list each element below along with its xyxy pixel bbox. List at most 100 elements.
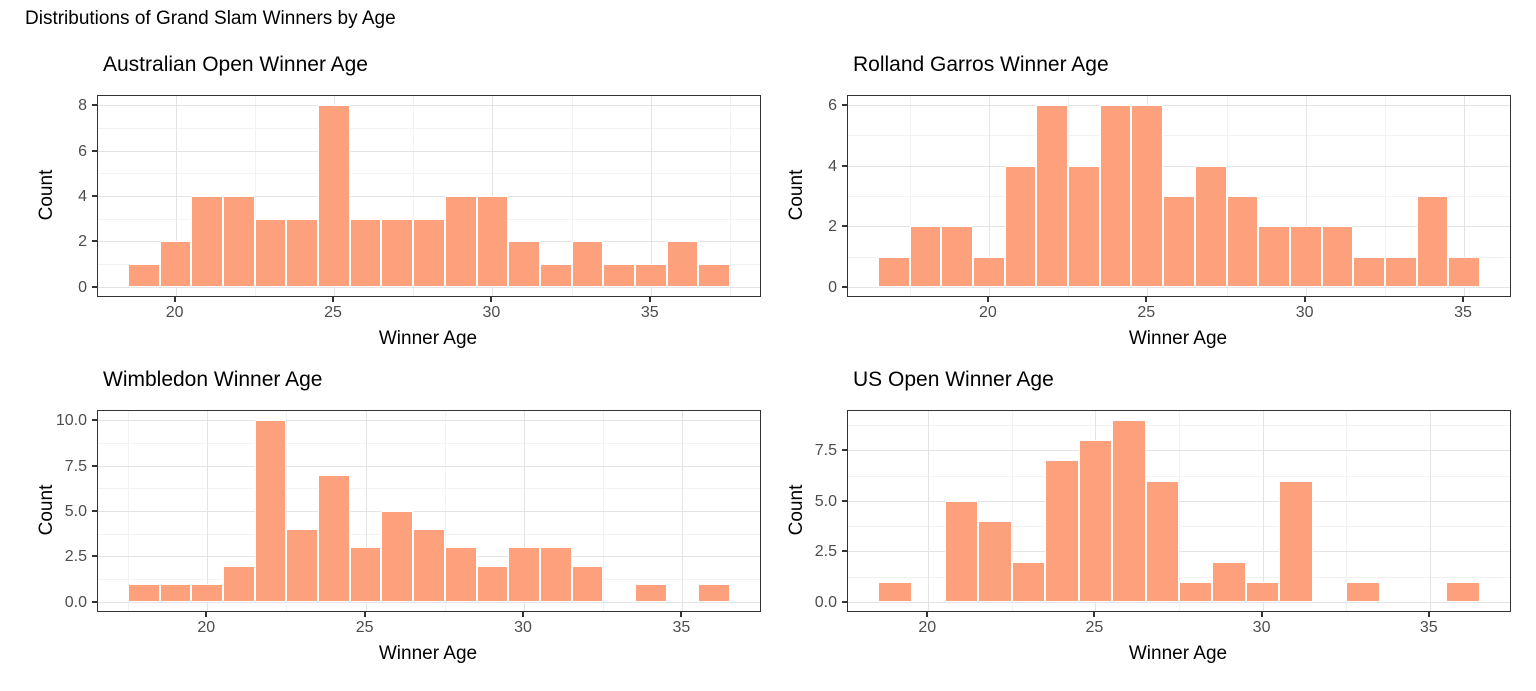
y-tick-mark xyxy=(842,600,847,603)
y-tick-label: 0 xyxy=(828,278,837,296)
x-tick-mark xyxy=(331,297,334,302)
histogram-bar xyxy=(191,583,224,602)
y-tick-label: 5.0 xyxy=(64,503,87,520)
gridline-major xyxy=(98,511,760,512)
histogram-bar xyxy=(634,264,667,287)
y-tick-label: 6 xyxy=(78,142,87,160)
y-tick-mark xyxy=(842,164,847,167)
histogram-bar xyxy=(318,105,350,287)
histogram-bar xyxy=(476,565,509,602)
y-tick-mark xyxy=(92,149,97,152)
histogram-bar xyxy=(254,218,287,287)
histogram-plot xyxy=(97,95,761,297)
x-tick-label: 35 xyxy=(1454,304,1472,321)
histogram-bar xyxy=(539,264,572,287)
panel-title: US Open Winner Age xyxy=(853,368,1054,391)
x-tick-mark xyxy=(1145,297,1148,302)
x-tick-mark xyxy=(173,297,176,302)
y-axis-label: Count xyxy=(786,169,807,221)
gridline-minor xyxy=(848,576,1510,578)
y-tick-mark xyxy=(842,550,847,553)
histogram-bar xyxy=(1353,256,1385,287)
histogram-bar xyxy=(413,218,445,287)
gridline-major xyxy=(848,450,1510,452)
histogram-bar xyxy=(1078,440,1113,602)
x-tick-label: 30 xyxy=(514,619,532,636)
y-tick-mark xyxy=(842,104,847,107)
x-tick-label: 25 xyxy=(324,304,342,321)
histogram-plot xyxy=(97,410,761,612)
x-tick-label: 20 xyxy=(979,304,997,321)
histogram-bar xyxy=(539,547,572,602)
histogram-bar xyxy=(1045,460,1079,602)
histogram-bar xyxy=(159,241,192,287)
histogram-bar xyxy=(944,500,979,602)
histogram-bar xyxy=(978,521,1012,602)
panel-title: Rolland Garros Winner Age xyxy=(853,53,1109,76)
y-tick-mark xyxy=(842,499,847,502)
histogram-bar xyxy=(1321,226,1354,287)
gridline-minor xyxy=(1346,411,1348,611)
histogram-bar xyxy=(698,583,730,602)
histogram-bar xyxy=(128,264,160,287)
panel-title: Wimbledon Winner Age xyxy=(103,368,323,391)
histogram-bar xyxy=(349,218,382,287)
gridline-major xyxy=(848,286,1510,288)
histogram-bar xyxy=(1163,196,1195,287)
x-tick-mark xyxy=(363,612,366,617)
y-tick-label: 7.5 xyxy=(814,442,837,460)
y-tick-mark xyxy=(92,464,97,467)
histogram-bar xyxy=(349,547,382,602)
y-tick-label: 2 xyxy=(828,218,837,236)
x-tick-mark xyxy=(986,297,989,302)
histogram-bar xyxy=(159,583,192,602)
x-tick-mark xyxy=(490,297,493,302)
x-tick-mark xyxy=(926,612,929,617)
x-tick-label: 30 xyxy=(1295,304,1314,321)
panel-rolland-garros: Rolland Garros Winner Age Count Winner A… xyxy=(775,45,1520,349)
histogram-bar xyxy=(1245,581,1280,602)
gridline-minor xyxy=(98,173,760,175)
y-tick-mark xyxy=(92,104,97,107)
gridline-minor xyxy=(98,127,760,129)
gridline-major xyxy=(1305,96,1307,296)
histogram-bar xyxy=(413,529,445,602)
x-tick-label: 35 xyxy=(1419,619,1438,636)
histogram-bar xyxy=(941,226,974,287)
gridline-major xyxy=(928,411,930,611)
histogram-bar xyxy=(666,241,699,287)
histogram-bar xyxy=(381,511,414,602)
y-tick-mark xyxy=(92,555,97,558)
gridline-minor xyxy=(1179,411,1180,611)
histogram-bar xyxy=(1384,256,1417,287)
x-tick-label: 20 xyxy=(918,619,937,636)
x-tick-mark xyxy=(1260,612,1263,617)
y-tick-mark xyxy=(92,240,97,243)
histogram-bar xyxy=(571,565,604,602)
y-tick-label: 0.0 xyxy=(814,593,837,611)
panel-australian-open: Australian Open Winner Age Count Winner … xyxy=(25,45,770,349)
page-title: Distributions of Grand Slam Winners by A… xyxy=(25,8,396,29)
y-tick-mark xyxy=(92,285,97,288)
gridline-major xyxy=(1429,411,1431,611)
histogram-bar xyxy=(1179,581,1213,602)
x-tick-mark xyxy=(205,612,208,617)
panel-title: Australian Open Winner Age xyxy=(103,53,368,76)
x-tick-label: 30 xyxy=(482,304,501,321)
histogram-bar xyxy=(381,218,414,287)
y-tick-mark xyxy=(842,285,847,288)
histogram-bar xyxy=(476,196,509,287)
histogram-bar xyxy=(508,547,540,602)
histogram-bar xyxy=(1346,581,1380,602)
histogram-bar xyxy=(1131,105,1164,287)
gridline-major xyxy=(98,420,760,422)
gridline-minor xyxy=(848,475,1510,477)
y-tick-label: 6 xyxy=(828,97,837,115)
panel-wimbledon: Wimbledon Winner Age Count Winner Age 20… xyxy=(25,360,770,664)
gridline-major xyxy=(848,165,1510,167)
y-tick-label: 0.0 xyxy=(64,593,87,611)
y-tick-mark xyxy=(842,225,847,228)
histogram-bar xyxy=(909,226,942,287)
histogram-bar xyxy=(223,565,255,602)
y-tick-mark xyxy=(92,419,97,422)
